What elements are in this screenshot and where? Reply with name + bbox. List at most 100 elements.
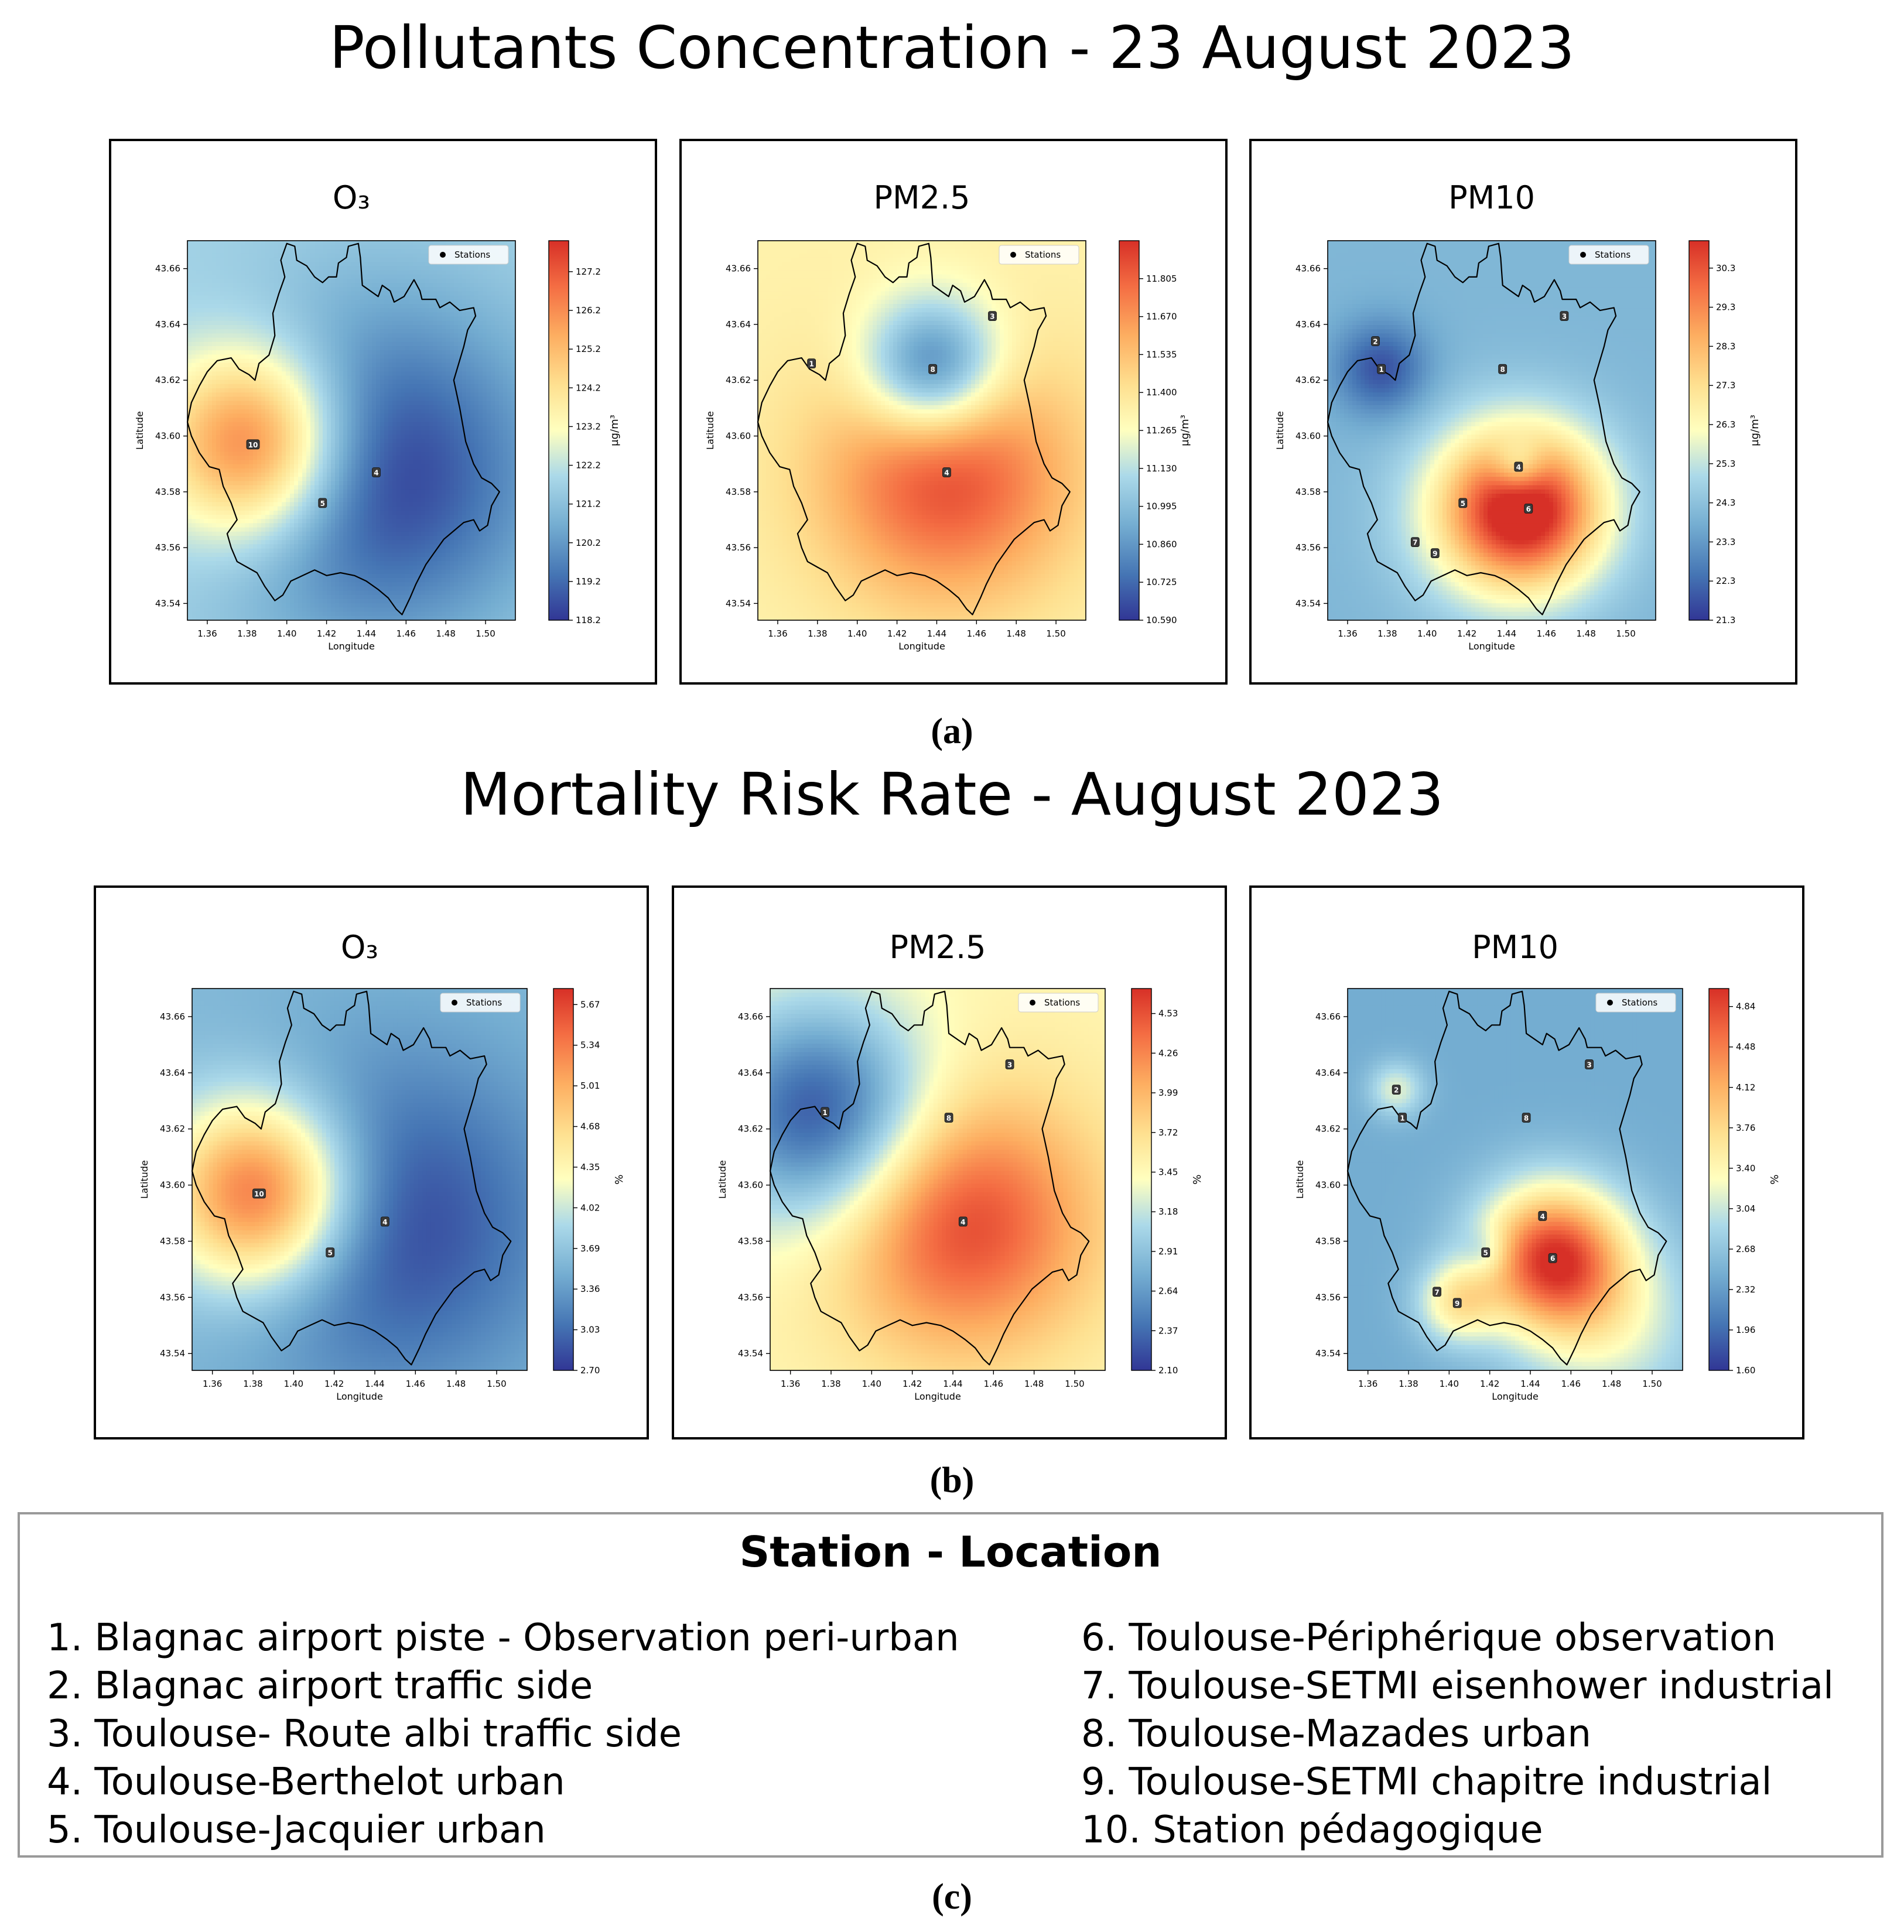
station-id-label: 1 — [1400, 1114, 1404, 1123]
heatmap-field — [770, 989, 1105, 1370]
y-tick-label: 43.54 — [155, 598, 180, 608]
stations-legend: Stations — [1595, 993, 1676, 1013]
colorbar — [1131, 988, 1152, 1371]
station-marker-8: 8 — [1498, 364, 1508, 374]
colorbar-tick-label: 24.3 — [1716, 498, 1735, 508]
station-marker-3: 3 — [1560, 311, 1569, 322]
colorbar-label: µg/m³ — [1749, 415, 1761, 446]
station-id-label: 4 — [382, 1218, 387, 1226]
x-axis-label: Longitude — [914, 1391, 961, 1402]
colorbar-tick-label: 4.68 — [580, 1121, 600, 1132]
colorbar-tick-label: 2.68 — [1736, 1244, 1755, 1254]
x-tick-label: 1.44 — [357, 628, 376, 639]
x-tick-label: 1.50 — [1616, 628, 1635, 639]
subplot-title: PM2.5 — [889, 929, 986, 966]
colorbar — [1688, 240, 1710, 621]
y-tick-label: 43.64 — [155, 319, 180, 330]
stations-legend-marker — [1607, 1000, 1613, 1006]
station-marker-6: 6 — [1524, 504, 1533, 514]
y-tick-label: 43.62 — [160, 1124, 185, 1134]
colorbar-tick-label: 4.35 — [580, 1162, 600, 1172]
stations-legend-label: Stations — [1025, 249, 1061, 260]
x-tick-label: 1.42 — [1480, 1379, 1499, 1389]
colorbar-label: % — [613, 1174, 625, 1184]
station-id-label: 3 — [1562, 313, 1567, 321]
x-tick-label: 1.38 — [1377, 628, 1397, 639]
y-tick-label: 43.64 — [1295, 319, 1321, 330]
x-axis-label: Longitude — [328, 641, 375, 652]
y-tick-label: 43.58 — [1315, 1236, 1341, 1246]
chart-svg: 1.36 1.38 1.40 1.42 1.44 1.46 1.48 1.5043.5443.… — [134, 179, 621, 652]
station-id-label: 8 — [930, 365, 935, 374]
heatmap-field — [1328, 241, 1656, 620]
x-tick-label: 1.48 — [1602, 1379, 1621, 1389]
x-tick-label: 1.42 — [1457, 628, 1476, 639]
station-entry-8: 8. Toulouse-Mazades urban — [1081, 1710, 1834, 1758]
colorbar-tick-label: 26.3 — [1716, 419, 1735, 430]
x-tick-label: 1.36 — [768, 628, 787, 639]
station-marker-6: 6 — [1548, 1253, 1557, 1263]
stations-legend-label: Stations — [1622, 997, 1657, 1008]
station-marker-2: 2 — [1371, 336, 1380, 346]
plot-frame — [192, 988, 528, 1371]
heatmap-field — [192, 989, 527, 1370]
colorbar-tick-label: 11.805 — [1146, 273, 1177, 284]
stations-legend: Stations — [1568, 245, 1649, 265]
subplot-title: PM10 — [1472, 929, 1558, 966]
colorbar-tick-label: 2.91 — [1158, 1246, 1178, 1257]
chart-panel-b-pm25: 1.36 1.38 1.40 1.42 1.44 1.46 1.48 1.50 43.54 43.… — [672, 885, 1227, 1439]
colorbar-tick-label: 2.32 — [1736, 1284, 1755, 1295]
station-marker-7: 7 — [1433, 1287, 1441, 1297]
colorbar-tick-label: 1.96 — [1736, 1325, 1755, 1335]
y-tick-label: 43.60 — [1295, 431, 1321, 442]
y-tick-label: 43.64 — [160, 1068, 185, 1078]
station-id-label: 5 — [1483, 1249, 1488, 1257]
plot-frame — [187, 240, 516, 621]
colorbar-tick-label: 120.2 — [576, 538, 601, 548]
y-tick-label: 43.60 — [160, 1180, 185, 1191]
station-id-label: 4 — [1516, 463, 1521, 471]
x-tick-label: 1.48 — [446, 1379, 466, 1389]
heatmap-field — [758, 241, 1086, 620]
station-entry-3: 3. Toulouse- Route albi traffic side — [47, 1710, 959, 1758]
station-marker-1: 1 — [807, 358, 816, 369]
stations-legend-marker — [1010, 252, 1016, 258]
station-id-label: 10 — [248, 441, 258, 449]
station-marker-8: 8 — [928, 364, 938, 374]
y-tick-label: 43.56 — [1295, 542, 1321, 553]
x-tick-label: 1.48 — [1577, 628, 1596, 639]
colorbar-tick-label: 3.03 — [580, 1325, 600, 1335]
stations-legend-marker — [1030, 1000, 1035, 1006]
y-axis-label: Latitude — [139, 1160, 150, 1199]
station-id-label: 4 — [374, 469, 378, 477]
x-tick-label: 1.38 — [808, 628, 827, 639]
station-id-label: 1 — [1379, 365, 1383, 374]
y-tick-label: 43.62 — [1295, 375, 1321, 385]
colorbar-tick-label: 11.265 — [1146, 425, 1177, 436]
chart-svg: 1.36 1.38 1.40 1.42 1.44 1.46 1.48 1.5043.5443.… — [1274, 179, 1761, 652]
colorbar — [1119, 240, 1140, 621]
colorbar-label: % — [1769, 1174, 1781, 1184]
station-marker-5: 5 — [318, 498, 327, 508]
colorbar-tick-label: 119.2 — [576, 576, 601, 587]
x-tick-label: 1.44 — [927, 628, 946, 639]
subplot-title: PM2.5 — [873, 179, 970, 216]
station-id-label: 10 — [254, 1190, 264, 1198]
x-tick-label: 1.36 — [1338, 628, 1357, 639]
x-tick-label: 1.38 — [1399, 1379, 1418, 1389]
colorbar-tick-label: 27.3 — [1716, 380, 1735, 391]
y-tick-label: 43.64 — [1315, 1068, 1341, 1078]
colorbar-tick-label: 3.45 — [1158, 1167, 1178, 1177]
y-tick-label: 43.66 — [738, 1011, 763, 1022]
station-id-label: 8 — [1524, 1114, 1529, 1123]
station-marker-5: 5 — [326, 1247, 335, 1258]
x-axis-label: Longitude — [1492, 1391, 1539, 1402]
chart-panel-a-pm25: 1.36 1.38 1.40 1.42 1.44 1.46 1.48 1.50 43.54 43.… — [679, 139, 1228, 685]
y-tick-label: 43.54 — [738, 1348, 763, 1359]
station-id-label: 8 — [946, 1114, 951, 1123]
station-marker-3: 3 — [988, 311, 997, 322]
chart-svg: 1.36 1.38 1.40 1.42 1.44 1.46 1.48 1.5043.5443.… — [717, 929, 1204, 1402]
stations-legend-marker — [440, 252, 446, 258]
station-legend-column-1: 1. Blagnac airport piste - Observation p… — [47, 1614, 959, 1854]
colorbar-tick-label: 3.40 — [1736, 1163, 1755, 1174]
